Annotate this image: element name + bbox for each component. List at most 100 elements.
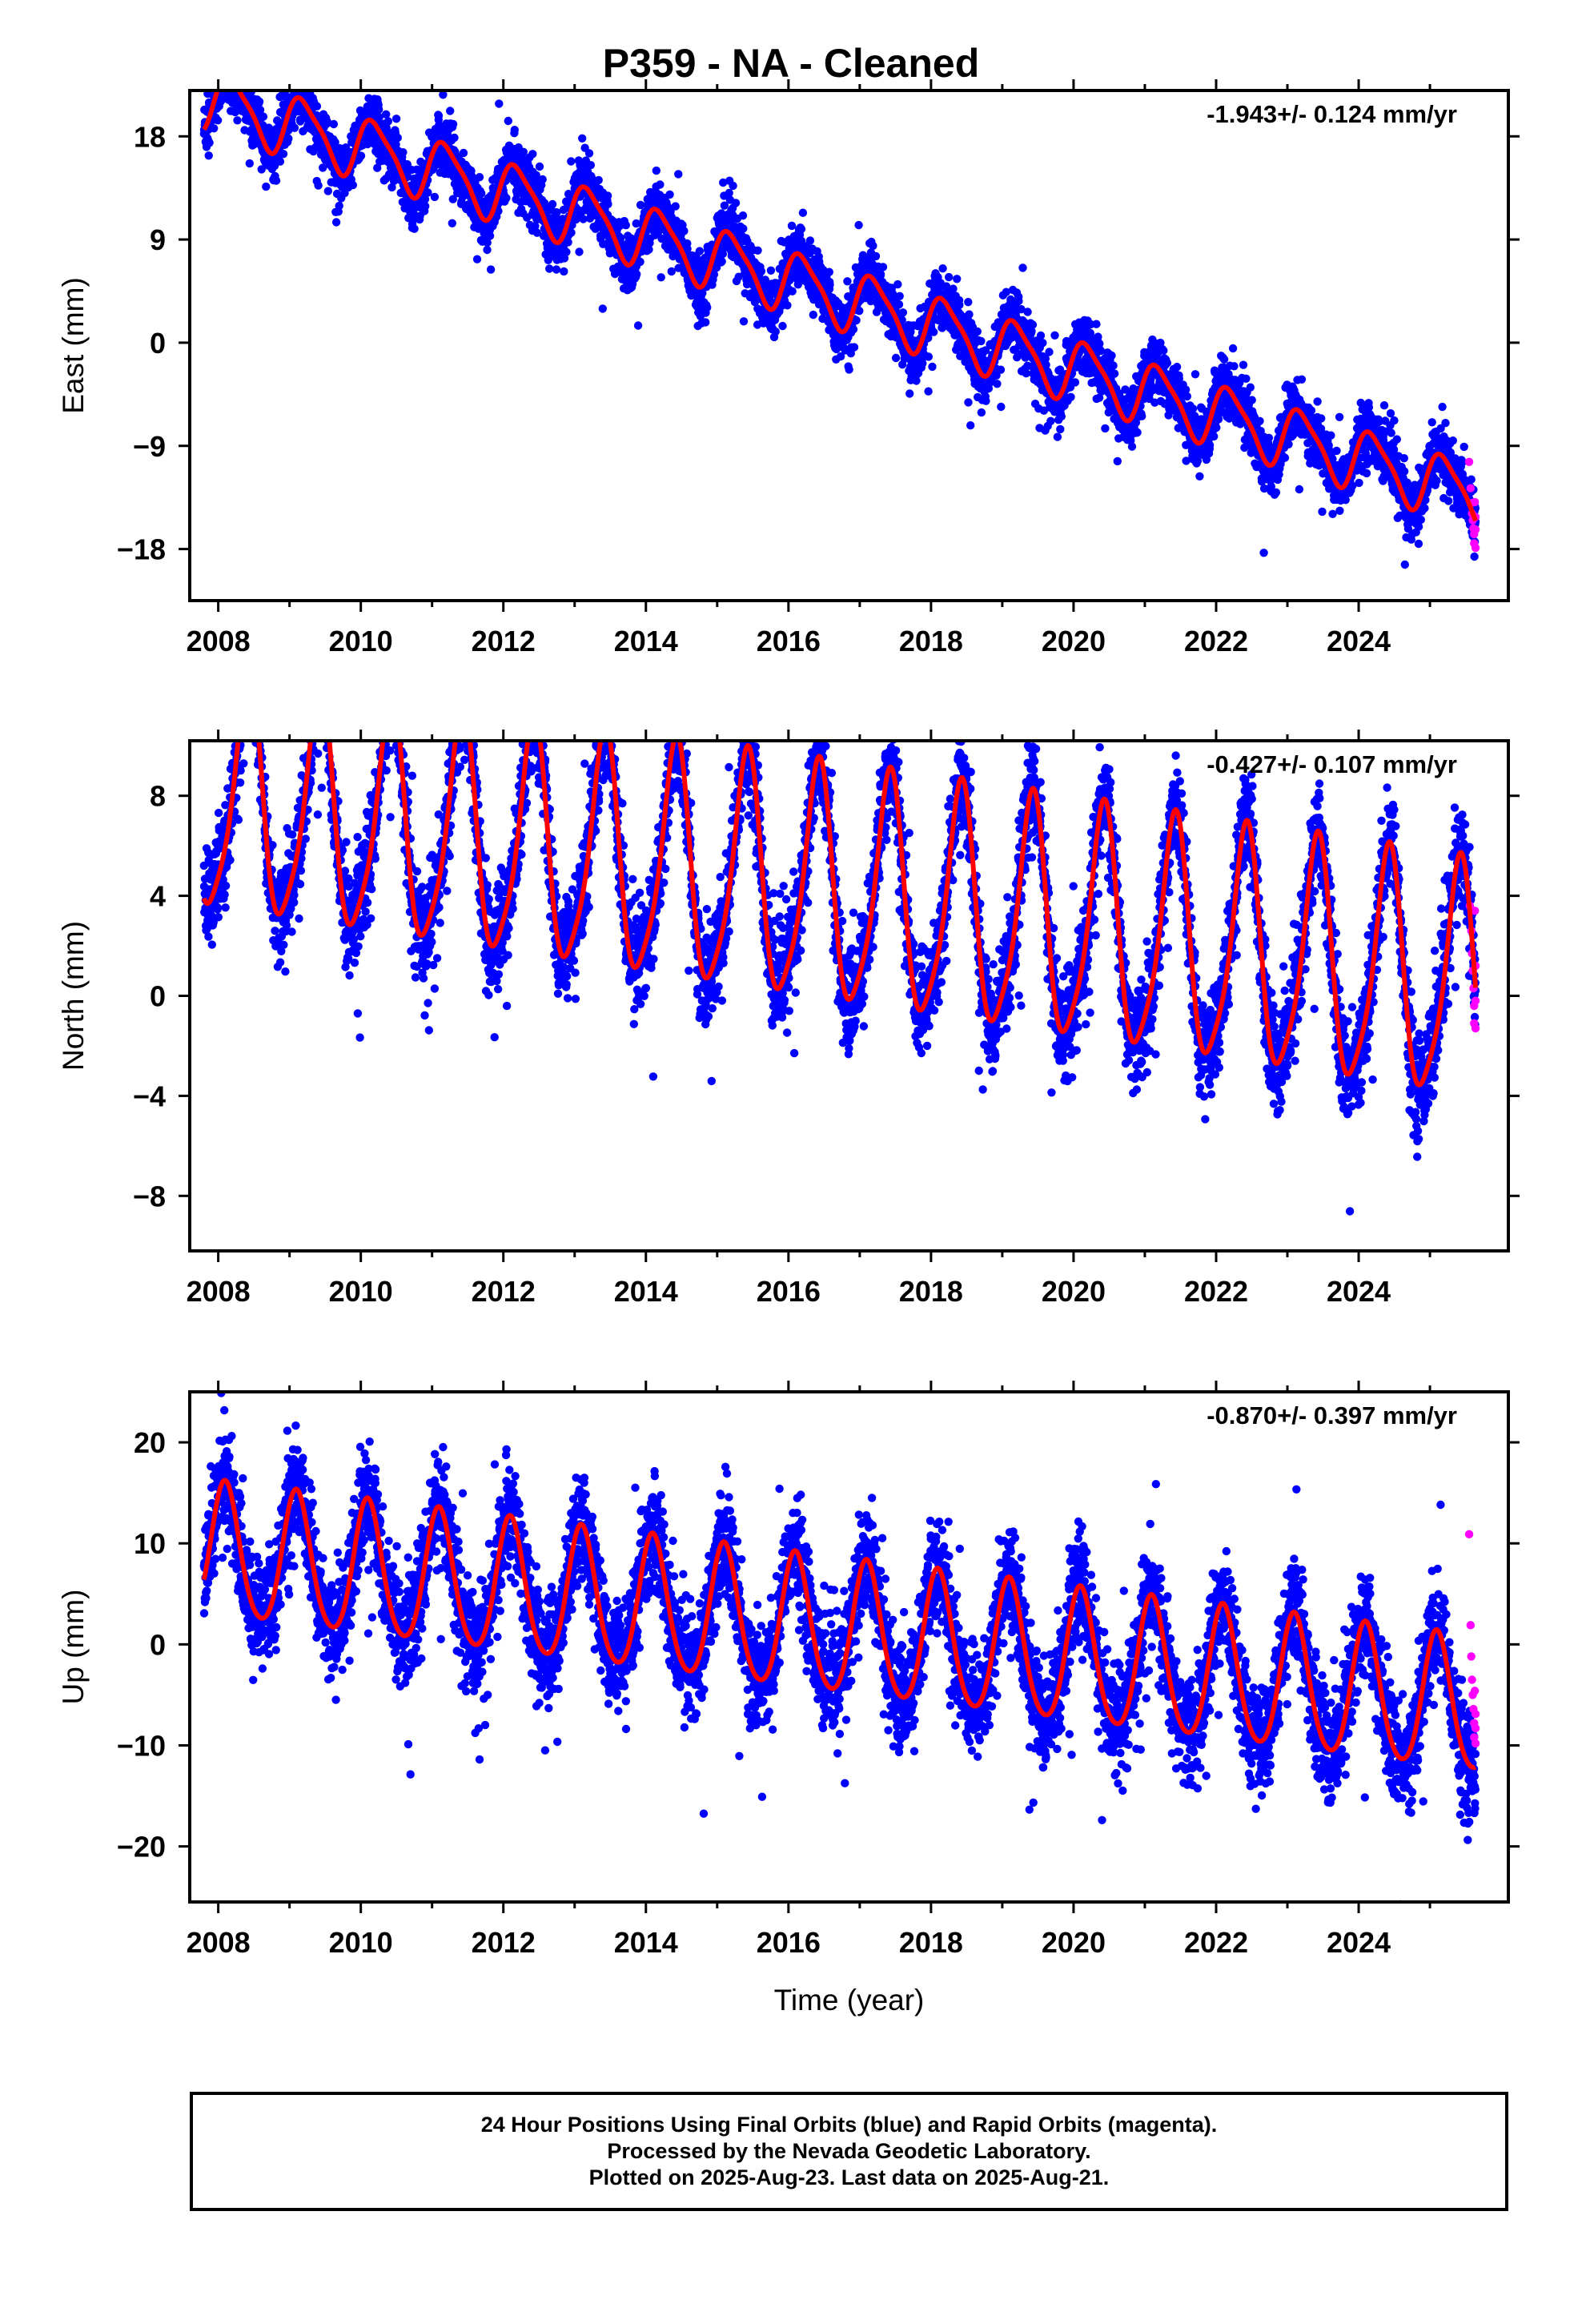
- final-point: [284, 134, 293, 143]
- final-point: [977, 408, 986, 417]
- final-point: [391, 115, 401, 123]
- final-point: [233, 116, 242, 125]
- final-point: [483, 238, 492, 247]
- final-point: [906, 328, 915, 336]
- final-point: [720, 201, 729, 210]
- final-point: [1159, 346, 1168, 355]
- final-point: [233, 78, 241, 86]
- final-point: [220, 74, 228, 82]
- final-point: [586, 161, 596, 170]
- final-point: [319, 163, 327, 172]
- final-point: [644, 245, 653, 254]
- final-point: [223, 59, 231, 67]
- final-point: [217, 54, 225, 62]
- final-point: [535, 162, 544, 171]
- final-point: [243, 78, 251, 86]
- final-point: [232, 76, 240, 84]
- final-point: [905, 389, 914, 398]
- final-point: [219, 75, 227, 83]
- final-point: [698, 288, 707, 298]
- final-point: [709, 270, 719, 279]
- final-point: [1050, 331, 1059, 340]
- final-point: [306, 66, 314, 74]
- final-point: [227, 63, 235, 71]
- final-point: [1038, 339, 1047, 348]
- final-point: [375, 113, 383, 122]
- final-point: [945, 272, 954, 282]
- final-point: [753, 246, 762, 255]
- final-point: [291, 74, 299, 82]
- final-point: [560, 267, 568, 276]
- final-point: [584, 149, 594, 158]
- final-point: [215, 69, 223, 77]
- final-point: [552, 208, 561, 217]
- final-point: [1036, 331, 1046, 340]
- final-point: [855, 307, 864, 316]
- final-point: [495, 99, 504, 108]
- final-point: [331, 218, 341, 227]
- final-point: [238, 74, 246, 82]
- final-point: [928, 362, 937, 372]
- final-point: [1127, 442, 1137, 451]
- final-point: [235, 72, 243, 80]
- final-point: [410, 224, 419, 233]
- final-point: [783, 301, 792, 310]
- final-point: [1107, 351, 1116, 360]
- final-point: [876, 270, 885, 279]
- final-point: [383, 117, 393, 126]
- final-point: [1109, 361, 1118, 370]
- final-point: [598, 304, 607, 313]
- final-point: [229, 75, 237, 83]
- final-point: [924, 387, 933, 396]
- final-point: [218, 72, 226, 80]
- final-point: [459, 148, 468, 158]
- final-point: [621, 221, 630, 230]
- final-point: [227, 66, 235, 74]
- final-point: [275, 157, 285, 166]
- final-point: [231, 77, 239, 85]
- final-point: [604, 199, 612, 209]
- final-point: [545, 264, 554, 273]
- final-point: [299, 76, 307, 84]
- final-point: [379, 80, 387, 88]
- final-point: [295, 79, 303, 87]
- final-point: [221, 55, 229, 63]
- final-point: [255, 106, 265, 115]
- final-point: [739, 317, 749, 326]
- final-point: [739, 224, 748, 233]
- final-point: [578, 134, 587, 143]
- final-point: [738, 211, 748, 220]
- final-point: [680, 227, 689, 235]
- final-point: [229, 76, 237, 84]
- final-point: [809, 310, 817, 320]
- final-point: [531, 222, 540, 231]
- final-point: [305, 78, 313, 86]
- final-point: [232, 71, 240, 79]
- final-point: [230, 67, 238, 75]
- final-point: [852, 316, 861, 325]
- final-point: [564, 238, 572, 247]
- final-point: [213, 65, 221, 73]
- final-point: [930, 328, 938, 336]
- final-point: [226, 78, 234, 86]
- final-point: [262, 182, 271, 191]
- final-point: [1070, 378, 1080, 387]
- final-point: [949, 284, 958, 293]
- final-point: [375, 105, 383, 114]
- final-point: [1162, 359, 1172, 368]
- final-point: [891, 353, 901, 363]
- final-point: [567, 157, 576, 166]
- final-point: [538, 175, 547, 184]
- final-point: [1138, 412, 1146, 420]
- final-point: [1014, 296, 1023, 306]
- final-point: [750, 297, 760, 307]
- final-point: [475, 173, 484, 182]
- final-point: [424, 188, 432, 197]
- final-point: [448, 119, 458, 129]
- final-point: [227, 78, 235, 86]
- final-point: [229, 63, 237, 71]
- final-point: [766, 266, 776, 275]
- final-point: [299, 77, 307, 85]
- final-point: [805, 236, 815, 245]
- final-point: [294, 80, 302, 88]
